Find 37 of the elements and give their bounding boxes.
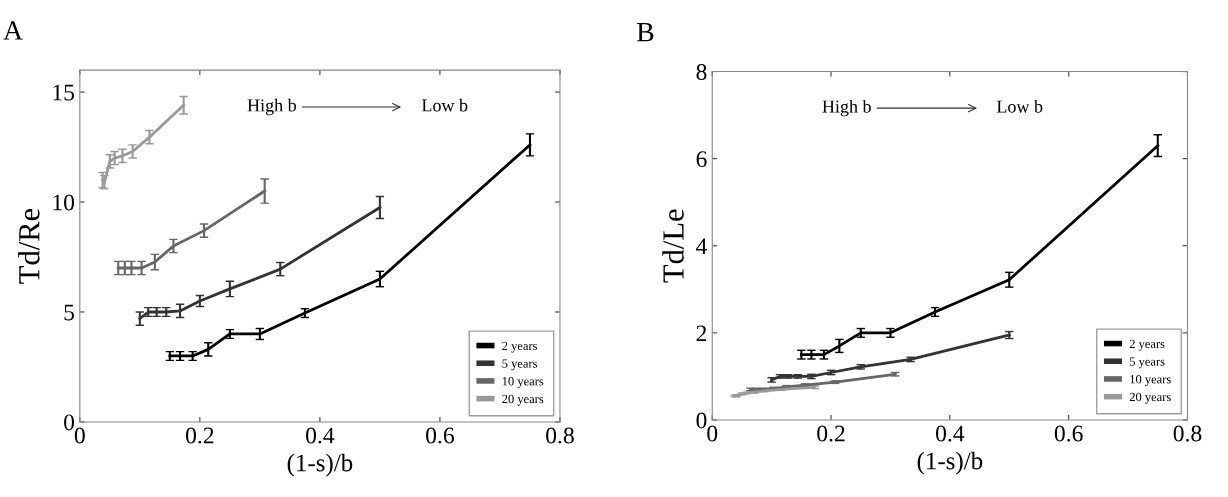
x-axis-title: (1-s)/b <box>287 453 353 477</box>
y-tick-label: 0 <box>696 412 707 429</box>
x-tick-label: 0 <box>707 425 718 442</box>
annotation: Low b <box>996 99 1043 113</box>
annotation: High b <box>247 98 297 116</box>
chart-title: B <box>637 23 654 42</box>
legend-label: 10 years <box>1130 375 1171 387</box>
x-tick-label: 0.8 <box>546 427 574 444</box>
y-tick-label: 10 <box>53 194 75 211</box>
x-tick-label: 0.6 <box>1054 425 1083 442</box>
y-axis-title: Td/Le <box>662 209 684 283</box>
legend-label: 20 years <box>1129 392 1171 404</box>
legend-label: 2 years <box>502 341 538 353</box>
x-tick-label: 0.4 <box>936 425 965 442</box>
y-tick-label: 6 <box>696 151 707 168</box>
y-tick-label: 0 <box>64 414 75 431</box>
annotation: Low b <box>421 98 468 112</box>
x-tick-label: 0.8 <box>1173 425 1202 442</box>
legend-label: 20 years <box>502 394 544 406</box>
y-tick-label: 8 <box>696 64 707 80</box>
legend-label: 2 years <box>1129 339 1165 351</box>
x-tick-label: 0.4 <box>306 427 335 444</box>
y-tick-label: 2 <box>696 325 707 342</box>
annotation: High b <box>822 99 871 117</box>
chart-title: A <box>3 21 23 40</box>
x-tick-label: 0.2 <box>186 427 214 444</box>
line-series <box>770 333 1011 382</box>
x-tick-label: 0.6 <box>426 427 454 444</box>
y-tick-label: 4 <box>696 238 708 254</box>
legend-label: 10 years <box>502 377 544 389</box>
y-tick-label: 15 <box>53 84 75 101</box>
y-axis-title: Td/Re <box>18 208 40 284</box>
x-axis-title: (1-s)/b <box>917 451 983 475</box>
legend-label: 5 years <box>502 359 538 371</box>
legend-label: 5 years <box>1129 357 1165 369</box>
x-tick-label: 0.2 <box>817 425 845 442</box>
y-tick-label: 5 <box>64 304 75 321</box>
